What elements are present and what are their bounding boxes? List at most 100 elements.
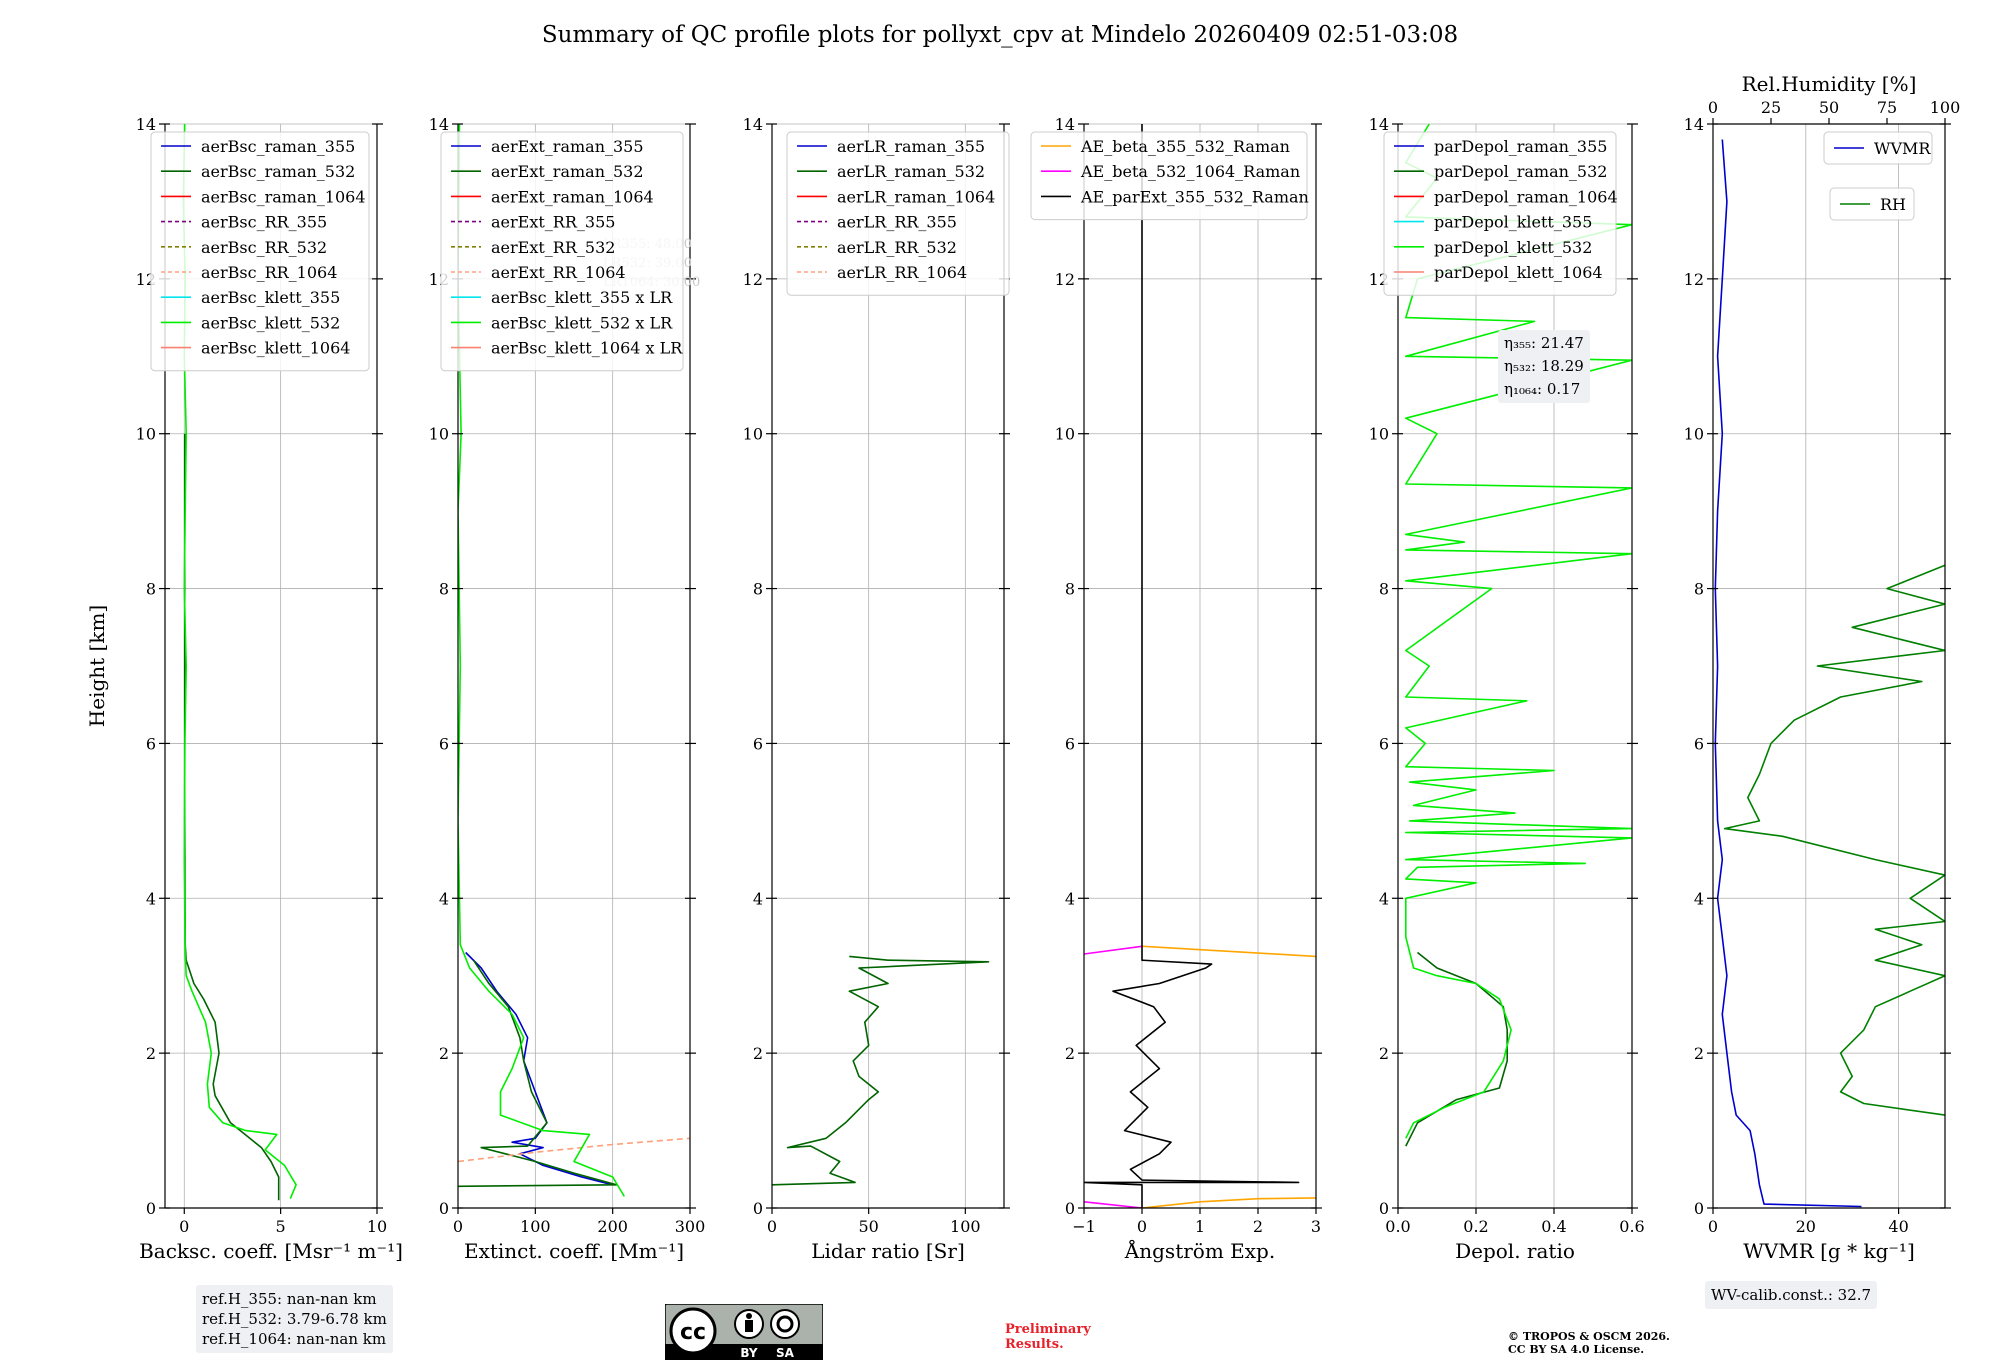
y-tick-label: 0 <box>753 1199 763 1218</box>
legend: aerExt_raman_355 aerExt_raman_532 aerExt_r… <box>440 131 684 372</box>
legend-label: aerLR_RR_1064 <box>837 263 967 282</box>
y-tick-label: 6 <box>439 734 449 753</box>
y-tick-label: 10 <box>136 425 156 444</box>
y-tick-label: 8 <box>753 580 763 599</box>
legend-label: aerBsc_raman_1064 <box>201 187 366 206</box>
y-tick-label: 12 <box>743 270 763 289</box>
cc-icon <box>669 1307 717 1355</box>
legend-label: aerBsc_klett_532 <box>201 313 340 332</box>
legend-label: aerBsc_RR_532 <box>201 238 327 257</box>
y-tick-label: 14 <box>1684 115 1704 134</box>
eta-1064: η₁₀₆₄: 0.17 <box>1504 380 1581 398</box>
preliminary-results-note: Preliminary Results. <box>1005 1322 1091 1352</box>
series-line-aerBsc_klett_532 <box>182 124 297 1200</box>
series-line-aerBsc_raman_532 <box>183 433 280 1201</box>
legend-label: RH <box>1880 195 1906 214</box>
x-axis-label: WVMR [g * kg⁻¹] <box>1743 1239 1915 1263</box>
y-tick-label: 0 <box>439 1199 449 1218</box>
copyright-line1: © TROPOS & OSCM 2026. <box>1508 1330 1670 1343</box>
y-tick-label: 8 <box>146 580 156 599</box>
legend-label: aerBsc_klett_1064 <box>201 339 350 358</box>
y-tick-label: 8 <box>1065 580 1075 599</box>
legend-label: aerBsc_RR_1064 <box>201 263 337 282</box>
x-tick-label: 0.6 <box>1619 1217 1644 1236</box>
y-tick-label: 2 <box>1379 1044 1389 1063</box>
x2-axis-label: Rel.Humidity [%] <box>1742 72 1917 96</box>
x-tick-label: 200 <box>597 1217 628 1236</box>
x-tick-label: 0 <box>1137 1217 1147 1236</box>
y-tick-label: 2 <box>753 1044 763 1063</box>
x-axis-label: Extinct. coeff. [Mm⁻¹] <box>464 1239 684 1263</box>
series-line-aerExt_RR_1064 <box>458 1137 690 1163</box>
x-tick-label: 0 <box>453 1217 463 1236</box>
y-tick-label: 4 <box>1065 889 1075 908</box>
series-line-AE_beta_355_532_Raman_upper <box>1141 945 1316 958</box>
series-line-aerLR_raman_532 <box>772 955 990 1186</box>
series-line-aerExt_raman_532 <box>458 959 618 1188</box>
x2-tick-label: 75 <box>1877 98 1897 117</box>
legend-box <box>786 131 1010 296</box>
y-tick-label: 14 <box>429 115 449 134</box>
eta-info: η₃₅₅: 21.47 η₅₃₂: 18.29 η₁₀₆₄: 0.17 <box>1498 330 1590 403</box>
series-line-parDepol_raman_532 <box>1405 951 1508 1147</box>
series-line-AE_parExt_355_532_Raman <box>1084 124 1300 1208</box>
x-tick-label: 3 <box>1311 1217 1321 1236</box>
legend-label: aerExt_RR_1064 <box>491 263 626 282</box>
ref-h-355: ref.H_355: nan-nan km <box>202 1290 377 1308</box>
series-line-WVMR <box>1714 139 1862 1208</box>
legend: RH <box>1829 187 1915 221</box>
legend-label: parDepol_klett_355 <box>1434 213 1592 232</box>
y-tick-label: 0 <box>146 1199 156 1218</box>
copyright-note: © TROPOS & OSCM 2026. CC BY SA 4.0 Licen… <box>1508 1330 1670 1356</box>
legend: WVMR <box>1823 131 1933 165</box>
legend-label: aerLR_RR_355 <box>837 213 957 232</box>
y-tick-label: 6 <box>1065 734 1075 753</box>
y-tick-label: 0 <box>1379 1199 1389 1218</box>
legend-label: parDepol_klett_1064 <box>1434 263 1603 282</box>
x-tick-label: 50 <box>858 1217 878 1236</box>
x-tick-label: 0.4 <box>1541 1217 1566 1236</box>
series-group <box>458 124 690 1197</box>
x-tick-label: 100 <box>950 1217 981 1236</box>
y-tick-label: 12 <box>1055 270 1075 289</box>
legend: aerBsc_raman_355 aerBsc_raman_532 aerBsc_r… <box>150 131 370 372</box>
y-tick-label: 8 <box>1694 580 1704 599</box>
legend-label: aerExt_raman_1064 <box>491 187 654 206</box>
y-tick-label: 8 <box>1379 580 1389 599</box>
legend-label: parDepol_raman_1064 <box>1434 187 1618 206</box>
series-line-AE_beta_532_1064_Raman <box>1084 1201 1143 1208</box>
legend-label: aerLR_raman_355 <box>837 137 985 156</box>
legend-label: aerBsc_raman_355 <box>201 137 355 156</box>
y-tick-label: 14 <box>743 115 763 134</box>
series-line-AE_beta_532_1064_Raman_upper <box>1084 945 1143 955</box>
x2-tick-label: 0 <box>1708 98 1718 117</box>
y-tick-label: 0 <box>1694 1199 1704 1218</box>
legend-label: AE_parExt_355_532_Raman <box>1080 187 1309 206</box>
svg-text:cc: cc <box>680 1320 706 1345</box>
legend-label: aerLR_raman_532 <box>837 162 985 181</box>
y-tick-label: 2 <box>146 1044 156 1063</box>
y-tick-label: 4 <box>146 889 156 908</box>
legend-label: aerExt_raman_355 <box>491 137 644 156</box>
ref-h-532: ref.H_532: 3.79-6.78 km <box>202 1310 387 1328</box>
share-alike-icon <box>770 1309 800 1339</box>
preliminary-line1: Preliminary <box>1005 1322 1091 1337</box>
legend-label: aerLR_raman_1064 <box>837 187 995 206</box>
cc-by-label: BY <box>740 1346 757 1360</box>
legend-label: aerBsc_raman_532 <box>201 162 355 181</box>
legend-label: aerBsc_klett_1064 x LR <box>491 339 683 358</box>
legend-label: parDepol_raman_355 <box>1434 137 1607 156</box>
x-tick-label: 0.0 <box>1385 1217 1410 1236</box>
x-tick-label: 0 <box>179 1217 189 1236</box>
y-tick-label: 2 <box>1694 1044 1704 1063</box>
x2-tick-label: 25 <box>1761 98 1781 117</box>
y-tick-label: 2 <box>1065 1044 1075 1063</box>
legend-label: aerBsc_RR_355 <box>201 213 327 232</box>
legend: AE_beta_355_532_Raman AE_beta_532_1064_Ra… <box>1030 131 1309 221</box>
x-tick-label: 100 <box>520 1217 551 1236</box>
y-axis-label: Height [km] <box>85 605 109 727</box>
